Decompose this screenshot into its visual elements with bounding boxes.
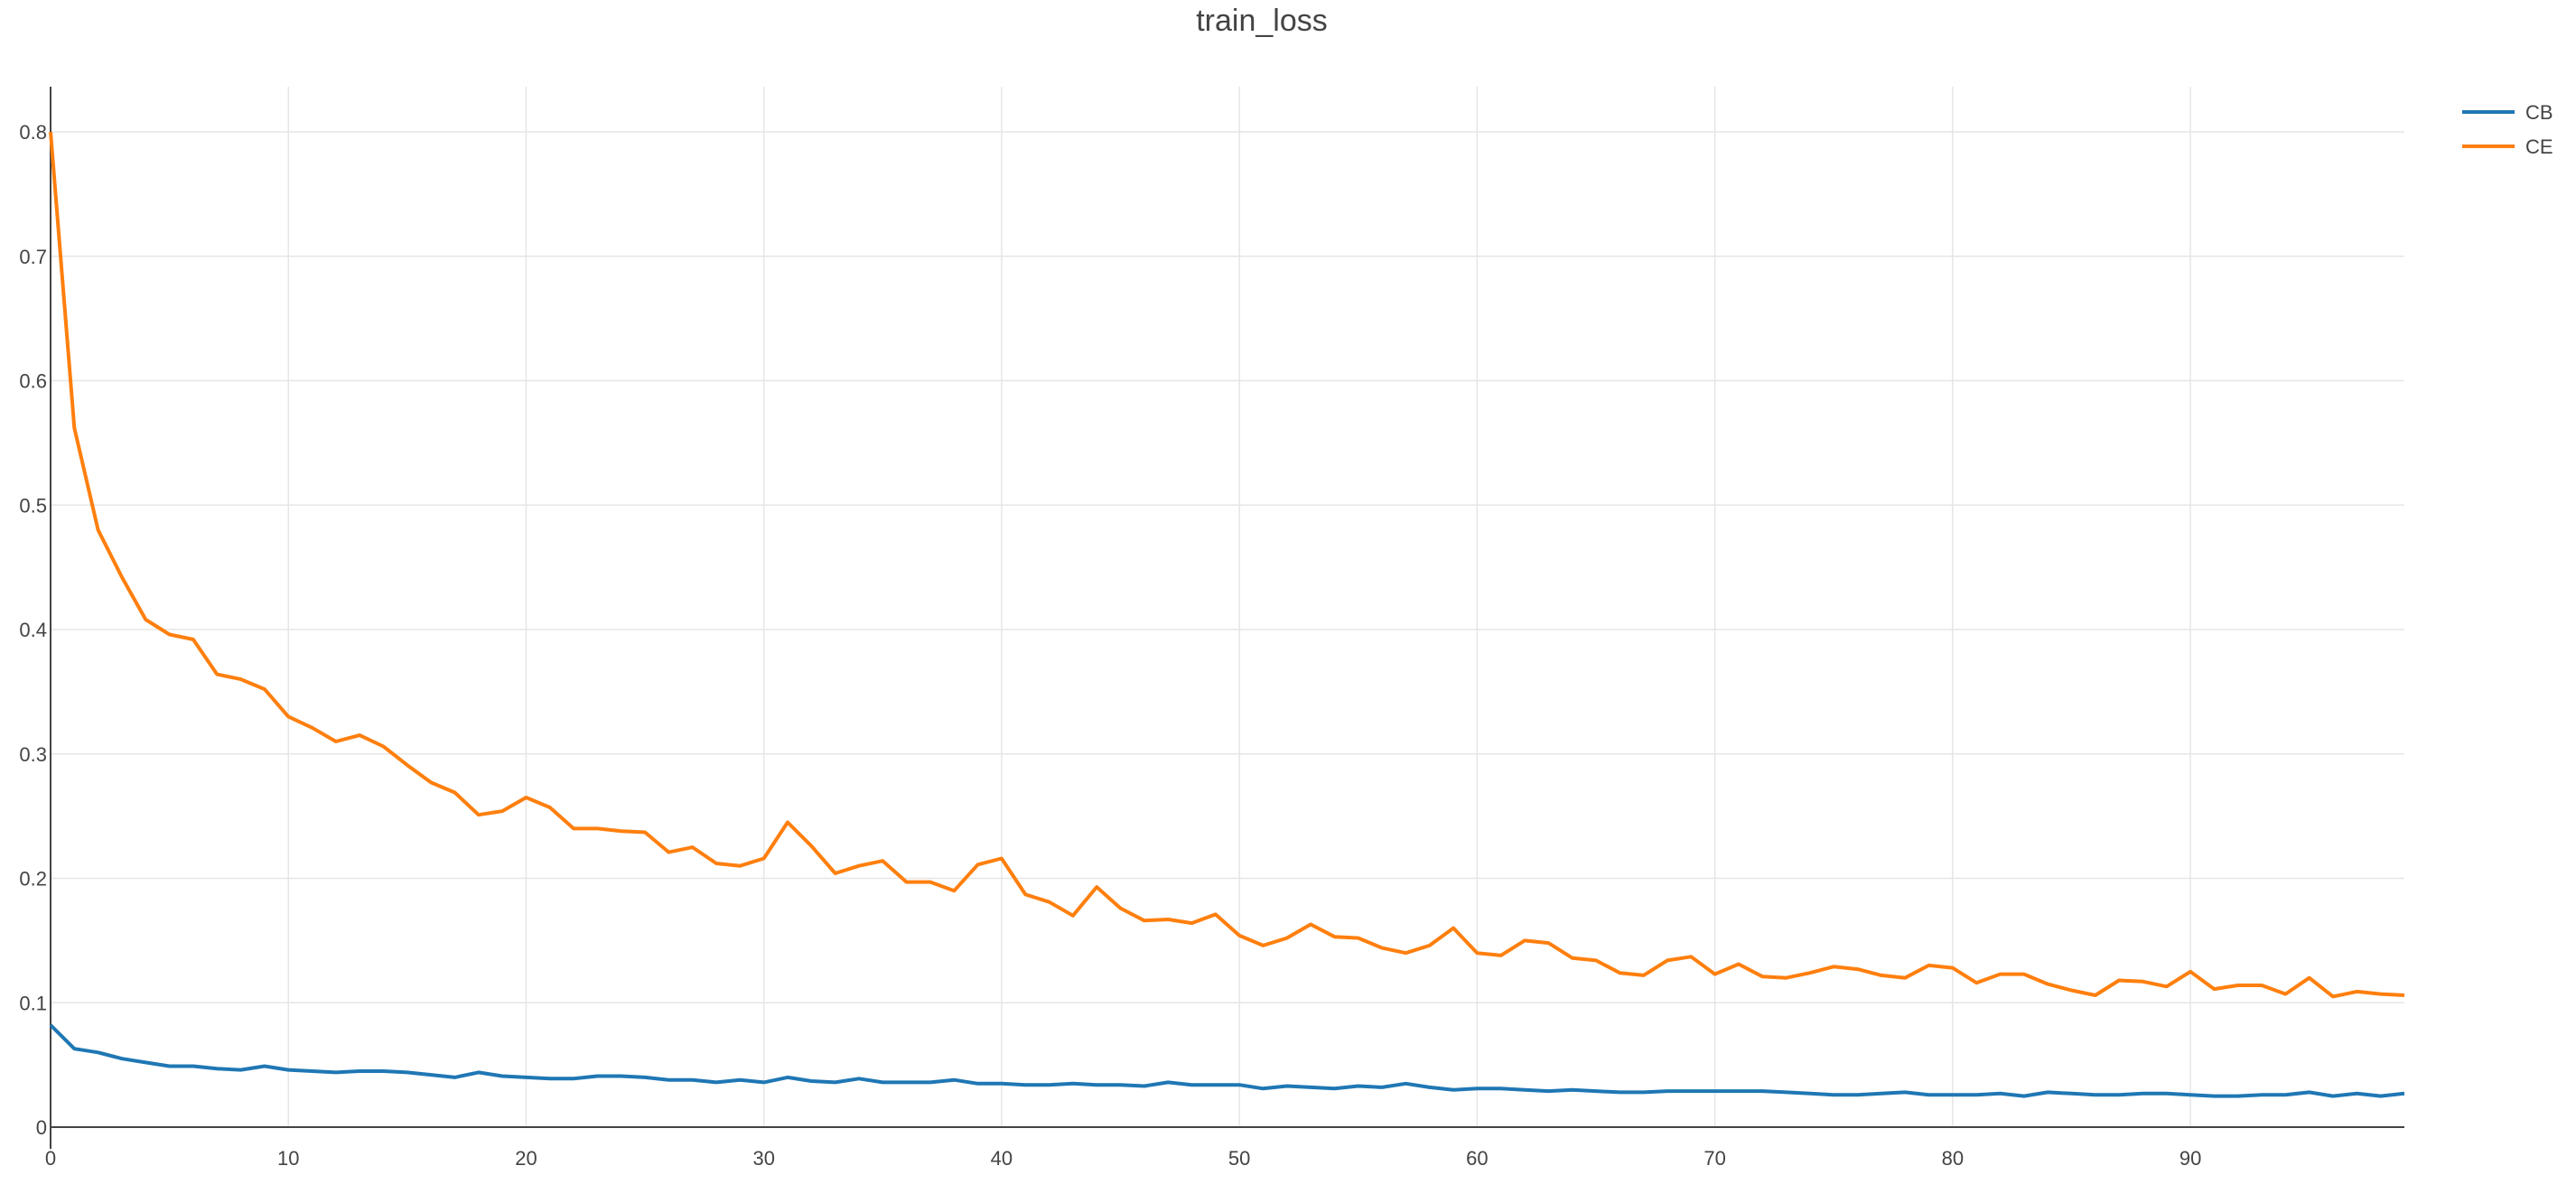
x-tick-label: 10 [277, 1147, 299, 1170]
x-tick-label: 70 [1703, 1147, 1725, 1170]
legend-item-cb[interactable]: CB [2462, 101, 2553, 124]
legend-item-ce[interactable]: CE [2462, 135, 2553, 158]
chart-title: train_loss [1196, 4, 1328, 38]
x-tick-label: 40 [991, 1147, 1013, 1170]
x-tick-label: 30 [752, 1147, 774, 1170]
y-tick-label: 0.3 [19, 743, 47, 766]
legend-label: CB [2525, 101, 2553, 124]
y-tick-label: 0.5 [19, 494, 47, 517]
x-tick-label: 50 [1228, 1147, 1250, 1170]
series-lines [49, 131, 2405, 1098]
y-tick-label: 0.2 [19, 868, 47, 891]
y-tick-label: 0 [36, 1116, 47, 1139]
y-tick-label: 0.8 [19, 121, 47, 144]
series-line-cb [49, 1023, 2405, 1098]
axes: 0 0.1 0.2 0.3 0.4 0.5 0.6 0.7 0.8 0 10 20 30 40 50 60 70… [19, 87, 2404, 1170]
x-tick-label: 0 [45, 1147, 56, 1170]
series-line-ce [49, 131, 2405, 999]
y-tick-label: 0.7 [19, 246, 47, 268]
grid-lines [51, 87, 2404, 1127]
x-tick-label: 60 [1466, 1147, 1488, 1170]
x-tick-label: 80 [1942, 1147, 1964, 1170]
y-tick-label: 0.4 [19, 619, 47, 641]
legend[interactable]: CB CE [2462, 101, 2553, 158]
x-tick-label: 20 [515, 1147, 537, 1170]
legend-label: CE [2525, 135, 2553, 158]
y-tick-label: 0.6 [19, 370, 47, 393]
y-tick-label: 0.1 [19, 992, 47, 1014]
x-tick-label: 90 [2179, 1147, 2201, 1170]
